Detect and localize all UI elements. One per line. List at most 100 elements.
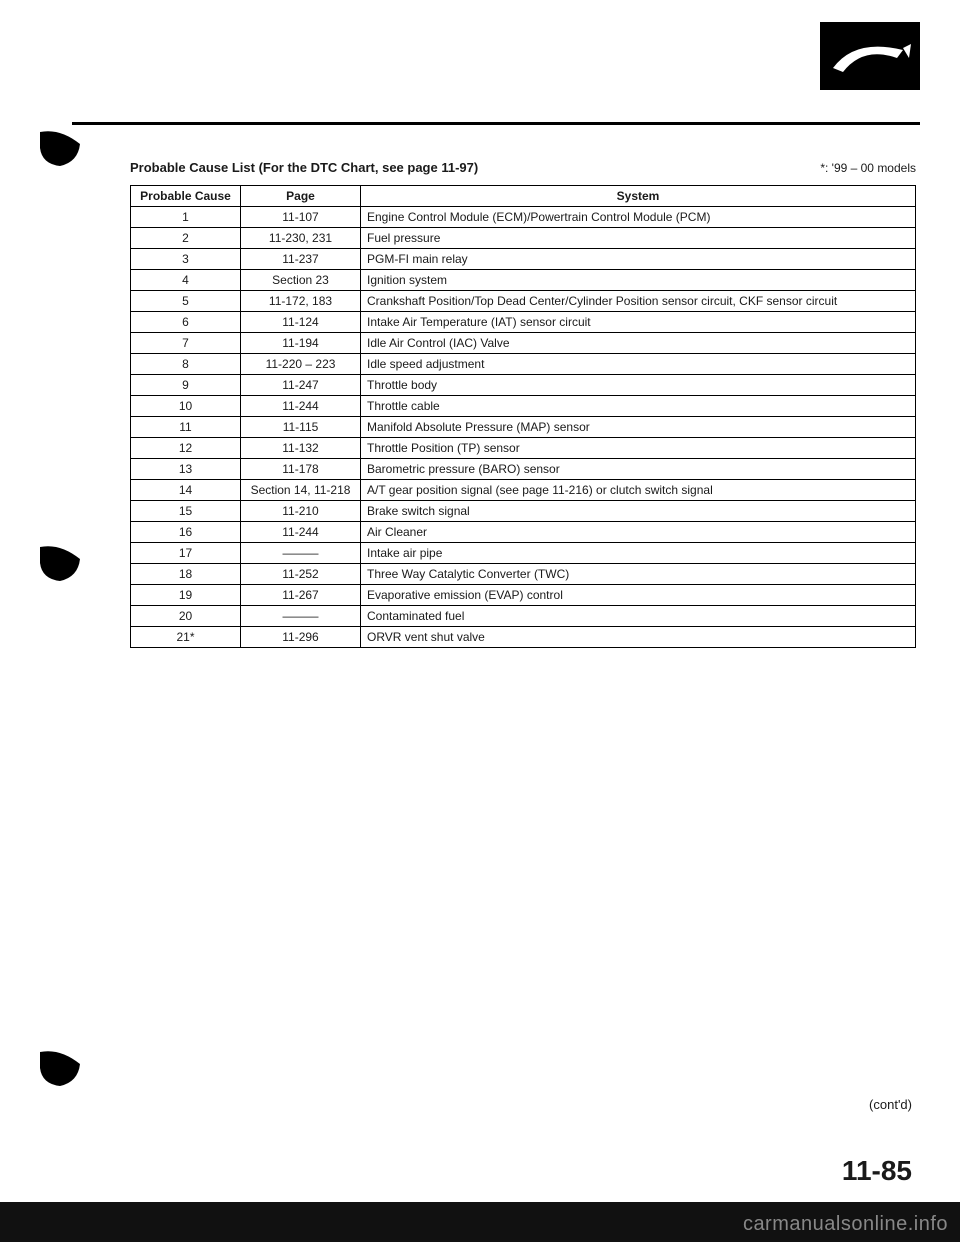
cell-system: Throttle body [361,375,916,396]
cell-system: Air Cleaner [361,522,916,543]
probable-cause-table: Probable Cause Page System 111-107Engine… [130,185,916,648]
cell-cause: 20 [131,606,241,627]
table-row: 311-237PGM-FI main relay [131,249,916,270]
content-area: Probable Cause List (For the DTC Chart, … [130,160,916,648]
thumb-tab-icon [38,1050,82,1088]
cell-page: 11-172, 183 [241,291,361,312]
list-title: Probable Cause List (For the DTC Chart, … [130,160,478,175]
cell-page: Section 23 [241,270,361,291]
cell-system: Idle speed adjustment [361,354,916,375]
cell-page: 11-210 [241,501,361,522]
cell-cause: 1 [131,207,241,228]
cell-cause: 15 [131,501,241,522]
cell-page: 11-194 [241,333,361,354]
table-row: 1011-244Throttle cable [131,396,916,417]
table-row: 1211-132Throttle Position (TP) sensor [131,438,916,459]
cell-cause: 7 [131,333,241,354]
table-row: 21*11-296ORVR vent shut valve [131,627,916,648]
cell-page: 11-244 [241,396,361,417]
table-header-row: Probable Cause Page System [131,186,916,207]
cell-cause: 17 [131,543,241,564]
cell-system: Crankshaft Position/Top Dead Center/Cyli… [361,291,916,312]
table-row: 14Section 14, 11-218A/T gear position si… [131,480,916,501]
cell-cause: 10 [131,396,241,417]
cell-cause: 13 [131,459,241,480]
cell-system: Brake switch signal [361,501,916,522]
cell-page: 11-115 [241,417,361,438]
cell-system: Intake air pipe [361,543,916,564]
cell-page: 11-247 [241,375,361,396]
table-row: 211-230, 231Fuel pressure [131,228,916,249]
cell-system: Manifold Absolute Pressure (MAP) sensor [361,417,916,438]
table-row: 111-107Engine Control Module (ECM)/Power… [131,207,916,228]
horizontal-rule [72,122,920,125]
cell-cause: 12 [131,438,241,459]
cell-system: Three Way Catalytic Converter (TWC) [361,564,916,585]
cell-system: Throttle Position (TP) sensor [361,438,916,459]
cell-page: ——— [241,543,361,564]
table-row: 1311-178Barometric pressure (BARO) senso… [131,459,916,480]
cell-system: ORVR vent shut valve [361,627,916,648]
cell-page: Section 14, 11-218 [241,480,361,501]
table-row: 1811-252Three Way Catalytic Converter (T… [131,564,916,585]
cell-cause: 2 [131,228,241,249]
table-row: 17———Intake air pipe [131,543,916,564]
cell-system: Evaporative emission (EVAP) control [361,585,916,606]
cell-cause: 5 [131,291,241,312]
cell-page: 11-178 [241,459,361,480]
cell-page: 11-267 [241,585,361,606]
col-page: Page [241,186,361,207]
cell-cause: 18 [131,564,241,585]
cell-system: Fuel pressure [361,228,916,249]
watermark-text: carmanualsonline.info [743,1213,948,1236]
table-row: 911-247Throttle body [131,375,916,396]
cell-cause: 19 [131,585,241,606]
page-number: 11-85 [842,1155,912,1187]
cell-cause: 3 [131,249,241,270]
cell-cause: 8 [131,354,241,375]
cell-cause: 4 [131,270,241,291]
cell-page: 11-252 [241,564,361,585]
cell-system: Ignition system [361,270,916,291]
table-row: 1511-210Brake switch signal [131,501,916,522]
cell-page: 11-124 [241,312,361,333]
cell-page: 11-220 – 223 [241,354,361,375]
cell-system: Throttle cable [361,396,916,417]
model-note: *: '99 – 00 models [820,161,916,175]
table-row: 4Section 23Ignition system [131,270,916,291]
col-system: System [361,186,916,207]
bottom-bar: carmanualsonline.info [0,1202,960,1242]
table-row: 20———Contaminated fuel [131,606,916,627]
cell-page: 11-237 [241,249,361,270]
cell-page: 11-244 [241,522,361,543]
cell-system: Intake Air Temperature (IAT) sensor circ… [361,312,916,333]
table-row: 1911-267Evaporative emission (EVAP) cont… [131,585,916,606]
title-row: Probable Cause List (For the DTC Chart, … [130,160,916,175]
cell-cause: 16 [131,522,241,543]
table-row: 711-194Idle Air Control (IAC) Valve [131,333,916,354]
cell-page: 11-230, 231 [241,228,361,249]
table-row: 611-124Intake Air Temperature (IAT) sens… [131,312,916,333]
cell-cause: 14 [131,480,241,501]
cell-cause: 9 [131,375,241,396]
cell-system: Barometric pressure (BARO) sensor [361,459,916,480]
table-row: 1111-115Manifold Absolute Pressure (MAP)… [131,417,916,438]
thumb-tab-icon [38,545,82,583]
cell-system: Idle Air Control (IAC) Valve [361,333,916,354]
cell-system: A/T gear position signal (see page 11-21… [361,480,916,501]
cell-system: Contaminated fuel [361,606,916,627]
cell-page: 11-132 [241,438,361,459]
col-probable-cause: Probable Cause [131,186,241,207]
cell-page: 11-107 [241,207,361,228]
table-row: 1611-244Air Cleaner [131,522,916,543]
table-row: 511-172, 183Crankshaft Position/Top Dead… [131,291,916,312]
table-row: 811-220 – 223Idle speed adjustment [131,354,916,375]
continued-label: (cont'd) [869,1097,912,1112]
cell-page: ——— [241,606,361,627]
logo-swoosh-icon [825,28,915,84]
brand-logo [820,22,920,90]
cell-page: 11-296 [241,627,361,648]
thumb-tab-icon [38,130,82,168]
page: Probable Cause List (For the DTC Chart, … [0,0,960,1242]
cell-cause: 21* [131,627,241,648]
